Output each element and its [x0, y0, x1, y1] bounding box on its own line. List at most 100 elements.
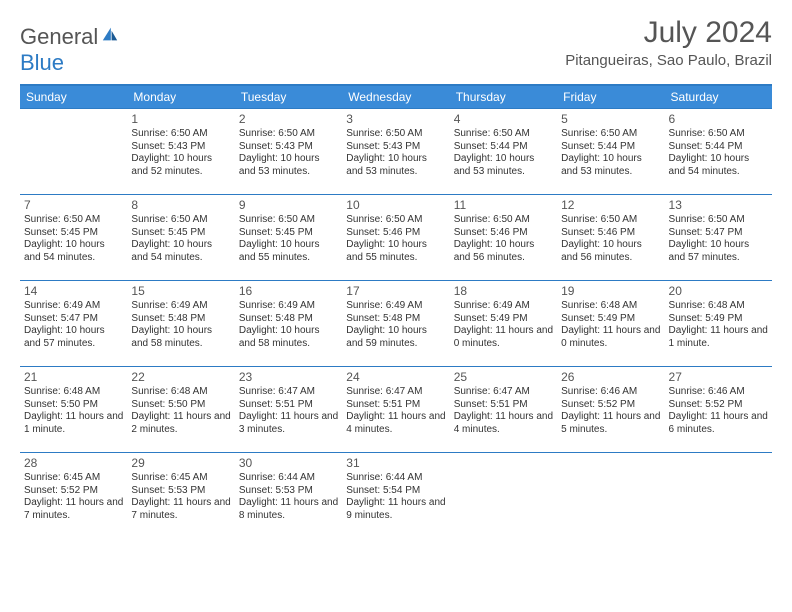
calendar-cell: 29Sunrise: 6:45 AMSunset: 5:53 PMDayligh…: [127, 453, 234, 539]
sunset-line: Sunset: 5:52 PM: [24, 485, 123, 498]
calendar-cell: 12Sunrise: 6:50 AMSunset: 5:46 PMDayligh…: [557, 195, 664, 281]
sunrise-line: Sunrise: 6:50 AM: [131, 128, 230, 141]
calendar-cell: 2Sunrise: 6:50 AMSunset: 5:43 PMDaylight…: [235, 109, 342, 195]
logo: GeneralBlue: [20, 16, 120, 76]
sunset-line: Sunset: 5:48 PM: [346, 313, 445, 326]
calendar-cell: 21Sunrise: 6:48 AMSunset: 5:50 PMDayligh…: [20, 367, 127, 453]
calendar-row: 28Sunrise: 6:45 AMSunset: 5:52 PMDayligh…: [20, 453, 772, 539]
day-number: 15: [131, 284, 230, 299]
calendar-cell: 1Sunrise: 6:50 AMSunset: 5:43 PMDaylight…: [127, 109, 234, 195]
daylight-line: Daylight: 11 hours and 5 minutes.: [561, 411, 660, 436]
day-number: 11: [454, 198, 553, 213]
calendar-cell: 3Sunrise: 6:50 AMSunset: 5:43 PMDaylight…: [342, 109, 449, 195]
month-title: July 2024: [565, 16, 772, 50]
sunset-line: Sunset: 5:54 PM: [346, 485, 445, 498]
daylight-line: Daylight: 10 hours and 53 minutes.: [454, 153, 553, 178]
calendar-cell: 9Sunrise: 6:50 AMSunset: 5:45 PMDaylight…: [235, 195, 342, 281]
sunrise-line: Sunrise: 6:49 AM: [346, 300, 445, 313]
sunrise-line: Sunrise: 6:50 AM: [346, 214, 445, 227]
calendar-cell: 25Sunrise: 6:47 AMSunset: 5:51 PMDayligh…: [450, 367, 557, 453]
day-number: 26: [561, 370, 660, 385]
daylight-line: Daylight: 10 hours and 54 minutes.: [24, 239, 123, 264]
weekday-header: Saturday: [665, 85, 772, 109]
calendar-cell: 24Sunrise: 6:47 AMSunset: 5:51 PMDayligh…: [342, 367, 449, 453]
daylight-line: Daylight: 10 hours and 56 minutes.: [454, 239, 553, 264]
sunset-line: Sunset: 5:47 PM: [669, 227, 768, 240]
sunset-line: Sunset: 5:48 PM: [131, 313, 230, 326]
day-number: 7: [24, 198, 123, 213]
daylight-line: Daylight: 11 hours and 0 minutes.: [454, 325, 553, 350]
weekday-header: Monday: [127, 85, 234, 109]
calendar-cell: 28Sunrise: 6:45 AMSunset: 5:52 PMDayligh…: [20, 453, 127, 539]
daylight-line: Daylight: 11 hours and 0 minutes.: [561, 325, 660, 350]
day-number: 2: [239, 112, 338, 127]
daylight-line: Daylight: 11 hours and 8 minutes.: [239, 497, 338, 522]
sunset-line: Sunset: 5:46 PM: [346, 227, 445, 240]
logo-word2: Blue: [20, 50, 64, 75]
sunrise-line: Sunrise: 6:44 AM: [346, 472, 445, 485]
daylight-line: Daylight: 10 hours and 55 minutes.: [346, 239, 445, 264]
calendar-cell: 17Sunrise: 6:49 AMSunset: 5:48 PMDayligh…: [342, 281, 449, 367]
sunrise-line: Sunrise: 6:45 AM: [131, 472, 230, 485]
sunset-line: Sunset: 5:50 PM: [131, 399, 230, 412]
sunrise-line: Sunrise: 6:46 AM: [561, 386, 660, 399]
calendar-cell: 7Sunrise: 6:50 AMSunset: 5:45 PMDaylight…: [20, 195, 127, 281]
sunset-line: Sunset: 5:52 PM: [561, 399, 660, 412]
daylight-line: Daylight: 11 hours and 2 minutes.: [131, 411, 230, 436]
day-number: 21: [24, 370, 123, 385]
weekday-header: Tuesday: [235, 85, 342, 109]
daylight-line: Daylight: 10 hours and 53 minutes.: [239, 153, 338, 178]
daylight-line: Daylight: 10 hours and 59 minutes.: [346, 325, 445, 350]
sunset-line: Sunset: 5:46 PM: [454, 227, 553, 240]
calendar-cell: 27Sunrise: 6:46 AMSunset: 5:52 PMDayligh…: [665, 367, 772, 453]
weekday-header: Wednesday: [342, 85, 449, 109]
day-number: 4: [454, 112, 553, 127]
sunrise-line: Sunrise: 6:48 AM: [669, 300, 768, 313]
sunset-line: Sunset: 5:49 PM: [561, 313, 660, 326]
daylight-line: Daylight: 11 hours and 7 minutes.: [24, 497, 123, 522]
calendar-cell: [557, 453, 664, 539]
day-number: 12: [561, 198, 660, 213]
sunrise-line: Sunrise: 6:45 AM: [24, 472, 123, 485]
sunrise-line: Sunrise: 6:50 AM: [669, 128, 768, 141]
sunrise-line: Sunrise: 6:47 AM: [239, 386, 338, 399]
sunset-line: Sunset: 5:44 PM: [561, 141, 660, 154]
sunrise-line: Sunrise: 6:49 AM: [239, 300, 338, 313]
day-number: 27: [669, 370, 768, 385]
sunset-line: Sunset: 5:44 PM: [454, 141, 553, 154]
sunset-line: Sunset: 5:47 PM: [24, 313, 123, 326]
sunrise-line: Sunrise: 6:50 AM: [24, 214, 123, 227]
daylight-line: Daylight: 10 hours and 57 minutes.: [24, 325, 123, 350]
day-number: 9: [239, 198, 338, 213]
day-number: 30: [239, 456, 338, 471]
logo-sail-icon: [100, 22, 120, 48]
daylight-line: Daylight: 10 hours and 55 minutes.: [239, 239, 338, 264]
calendar-cell: 13Sunrise: 6:50 AMSunset: 5:47 PMDayligh…: [665, 195, 772, 281]
daylight-line: Daylight: 11 hours and 4 minutes.: [454, 411, 553, 436]
sunrise-line: Sunrise: 6:50 AM: [346, 128, 445, 141]
daylight-line: Daylight: 11 hours and 3 minutes.: [239, 411, 338, 436]
calendar-cell: 11Sunrise: 6:50 AMSunset: 5:46 PMDayligh…: [450, 195, 557, 281]
calendar-cell: 30Sunrise: 6:44 AMSunset: 5:53 PMDayligh…: [235, 453, 342, 539]
day-number: 17: [346, 284, 445, 299]
header: GeneralBlue July 2024 Pitangueiras, Sao …: [20, 16, 772, 76]
sunset-line: Sunset: 5:53 PM: [131, 485, 230, 498]
day-number: 13: [669, 198, 768, 213]
sunset-line: Sunset: 5:43 PM: [346, 141, 445, 154]
location: Pitangueiras, Sao Paulo, Brazil: [565, 52, 772, 69]
daylight-line: Daylight: 11 hours and 1 minute.: [24, 411, 123, 436]
day-number: 23: [239, 370, 338, 385]
day-number: 31: [346, 456, 445, 471]
calendar-cell: [450, 453, 557, 539]
calendar-cell: 8Sunrise: 6:50 AMSunset: 5:45 PMDaylight…: [127, 195, 234, 281]
sunrise-line: Sunrise: 6:44 AM: [239, 472, 338, 485]
calendar-cell: [20, 109, 127, 195]
day-number: 25: [454, 370, 553, 385]
sunrise-line: Sunrise: 6:50 AM: [239, 214, 338, 227]
weekday-header: Friday: [557, 85, 664, 109]
day-number: 22: [131, 370, 230, 385]
daylight-line: Daylight: 11 hours and 7 minutes.: [131, 497, 230, 522]
calendar-cell: 4Sunrise: 6:50 AMSunset: 5:44 PMDaylight…: [450, 109, 557, 195]
daylight-line: Daylight: 10 hours and 58 minutes.: [239, 325, 338, 350]
day-number: 20: [669, 284, 768, 299]
